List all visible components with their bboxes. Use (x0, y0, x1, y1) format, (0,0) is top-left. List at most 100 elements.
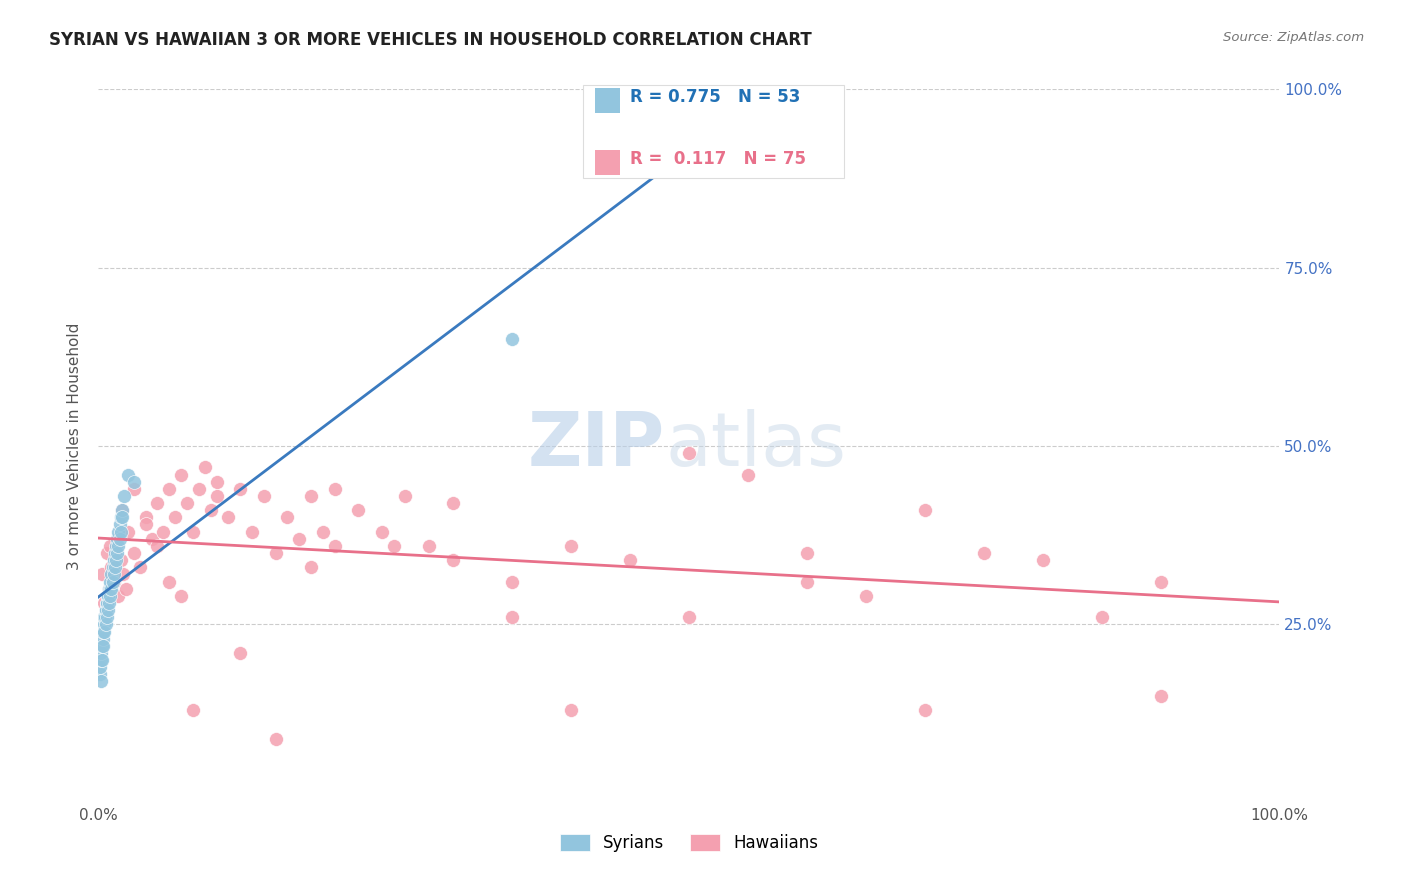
Syrians (110, 510, 132, 524)
Syrians (100, 582, 122, 596)
Syrians (98, 574, 121, 589)
Syrians (93, 610, 115, 624)
Hawaiians (98, 582, 121, 596)
Syrians (103, 567, 125, 582)
Hawaiians (146, 496, 169, 510)
Hawaiians (98, 539, 121, 553)
Hawaiians (96, 546, 118, 560)
Hawaiians (141, 532, 163, 546)
Hawaiians (117, 524, 139, 539)
Hawaiians (1150, 574, 1173, 589)
Syrians (97, 589, 120, 603)
Hawaiians (394, 489, 416, 503)
Syrians (90, 646, 112, 660)
Syrians (105, 539, 128, 553)
Syrians (90, 653, 112, 667)
Syrians (111, 510, 134, 524)
Syrians (90, 674, 112, 689)
Hawaiians (93, 596, 115, 610)
Hawaiians (312, 524, 335, 539)
Hawaiians (855, 589, 877, 603)
Hawaiians (194, 460, 217, 475)
Syrians (107, 539, 129, 553)
Hawaiians (382, 539, 405, 553)
Hawaiians (157, 574, 180, 589)
Hawaiians (181, 524, 204, 539)
Hawaiians (122, 546, 145, 560)
Hawaiians (288, 532, 311, 546)
Syrians (96, 596, 118, 610)
Text: ZIP: ZIP (529, 409, 665, 483)
Syrians (93, 617, 115, 632)
Syrians (501, 332, 523, 346)
Syrians (89, 660, 111, 674)
Hawaiians (165, 510, 187, 524)
Hawaiians (371, 524, 394, 539)
Hawaiians (107, 589, 129, 603)
Syrians (98, 582, 121, 596)
Syrians (94, 610, 117, 624)
Hawaiians (323, 482, 346, 496)
Syrians (89, 667, 111, 681)
Hawaiians (796, 546, 818, 560)
Hawaiians (122, 482, 145, 496)
Text: R =  0.117   N = 75: R = 0.117 N = 75 (630, 150, 806, 168)
Syrians (94, 617, 117, 632)
Hawaiians (114, 582, 136, 596)
Hawaiians (264, 546, 287, 560)
Syrians (94, 603, 117, 617)
Hawaiians (100, 560, 122, 574)
Hawaiians (103, 574, 125, 589)
Syrians (91, 632, 114, 646)
Syrians (91, 653, 114, 667)
Hawaiians (299, 489, 322, 503)
Syrians (101, 560, 124, 574)
Hawaiians (91, 567, 114, 582)
Syrians (108, 532, 131, 546)
Legend: Syrians, Hawaiians: Syrians, Hawaiians (554, 827, 824, 859)
Hawaiians (205, 489, 228, 503)
Hawaiians (205, 475, 228, 489)
Syrians (122, 475, 145, 489)
Hawaiians (264, 731, 287, 746)
Hawaiians (1032, 553, 1054, 567)
Hawaiians (157, 482, 180, 496)
Hawaiians (678, 610, 700, 624)
Y-axis label: 3 or more Vehicles in Household: 3 or more Vehicles in Household (67, 322, 83, 570)
Syrians (98, 582, 121, 596)
Hawaiians (914, 703, 936, 717)
Syrians (105, 553, 128, 567)
Syrians (93, 624, 115, 639)
Syrians (94, 603, 117, 617)
Hawaiians (110, 553, 132, 567)
Hawaiians (299, 560, 322, 574)
Hawaiians (229, 482, 252, 496)
Hawaiians (347, 503, 370, 517)
Hawaiians (105, 539, 128, 553)
Hawaiians (1150, 689, 1173, 703)
Hawaiians (418, 539, 440, 553)
Hawaiians (152, 524, 174, 539)
Syrians (105, 546, 128, 560)
Hawaiians (323, 539, 346, 553)
Hawaiians (501, 574, 523, 589)
Hawaiians (229, 646, 252, 660)
Syrians (97, 603, 120, 617)
Syrians (654, 153, 676, 168)
Syrians (104, 560, 127, 574)
Syrians (96, 610, 118, 624)
Hawaiians (253, 489, 276, 503)
Text: SYRIAN VS HAWAIIAN 3 OR MORE VEHICLES IN HOUSEHOLD CORRELATION CHART: SYRIAN VS HAWAIIAN 3 OR MORE VEHICLES IN… (49, 31, 811, 49)
Syrians (91, 639, 114, 653)
Syrians (112, 489, 135, 503)
Syrians (96, 596, 118, 610)
Hawaiians (111, 503, 134, 517)
Hawaiians (217, 510, 239, 524)
Hawaiians (200, 503, 222, 517)
Syrians (101, 574, 124, 589)
Hawaiians (112, 567, 135, 582)
Syrians (105, 532, 128, 546)
Syrians (110, 524, 132, 539)
Hawaiians (170, 467, 193, 482)
Hawaiians (176, 496, 198, 510)
